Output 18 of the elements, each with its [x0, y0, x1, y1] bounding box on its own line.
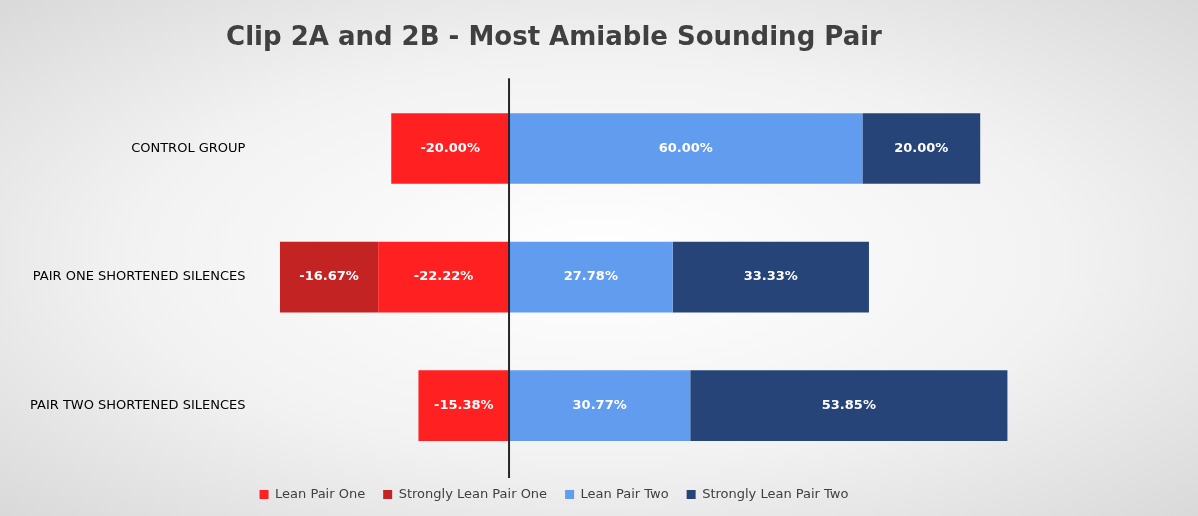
- data-label: -15.38%: [433, 397, 494, 413]
- data-label: -22.22%: [413, 268, 474, 284]
- legend-label: Lean Pair One: [275, 485, 366, 501]
- y-tick-label: PAIR ONE SHORTENED SILENCES: [32, 268, 246, 284]
- y-tick-label: PAIR TWO SHORTENED SILENCES: [30, 397, 246, 413]
- legend-label: Lean Pair Two: [580, 485, 669, 501]
- data-label: 30.77%: [572, 397, 627, 413]
- data-label: 33.33%: [743, 268, 798, 284]
- legend-label: Strongly Lean Pair Two: [702, 485, 849, 501]
- data-label: 20.00%: [894, 139, 949, 155]
- legend-label: Strongly Lean Pair One: [398, 485, 548, 501]
- data-label: 53.85%: [821, 397, 876, 413]
- data-label: -20.00%: [420, 139, 480, 155]
- data-label: -16.67%: [299, 268, 359, 284]
- y-tick-label: CONTROL GROUP: [131, 139, 246, 155]
- data-label: 27.78%: [563, 268, 618, 284]
- data-label: 60.00%: [658, 139, 713, 155]
- chart-title: Clip 2A and 2B - Most Amiable Sounding Pair: [226, 21, 883, 52]
